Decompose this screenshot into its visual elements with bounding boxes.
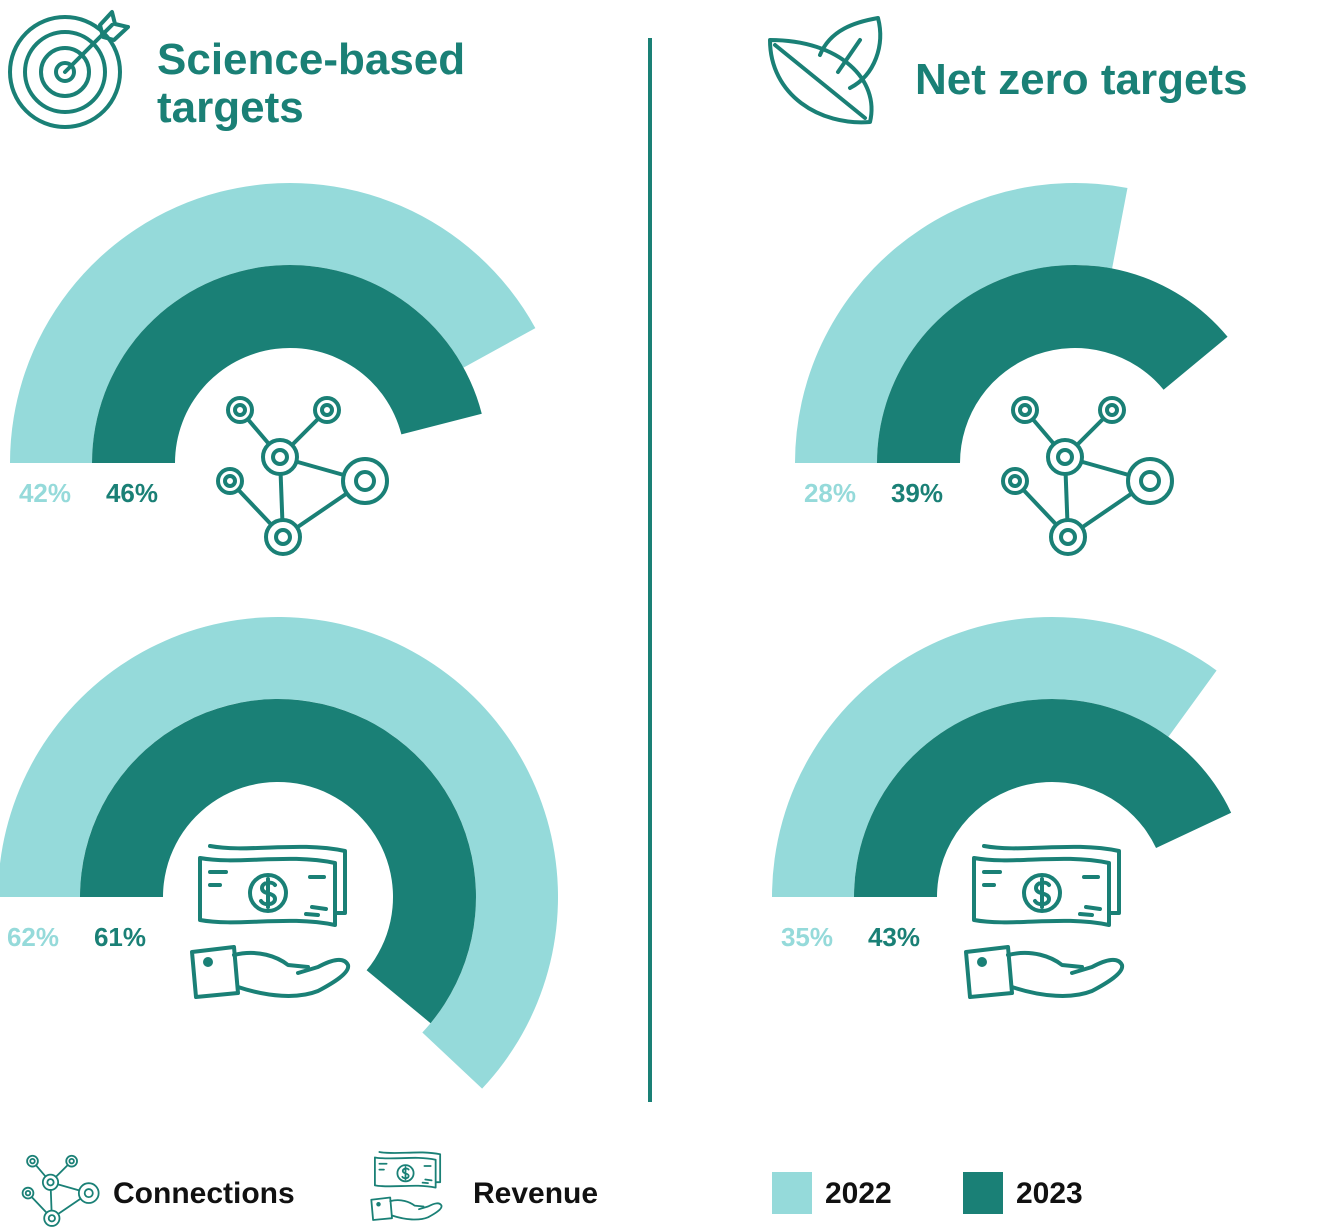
value-label: 62% xyxy=(7,922,59,952)
panel-title: Science-based targets xyxy=(157,35,466,132)
revenue-icon xyxy=(964,844,1125,999)
radial-bar xyxy=(80,699,476,1024)
legend-swatch xyxy=(963,1172,1003,1214)
value-label: 46% xyxy=(106,478,158,508)
legend-label: Connections xyxy=(113,1177,295,1210)
legend-label: Revenue xyxy=(473,1177,598,1210)
legend-swatch xyxy=(772,1172,812,1214)
value-label: 42% xyxy=(19,478,71,508)
radial-bar xyxy=(0,617,558,1089)
value-label: 28% xyxy=(804,478,856,508)
radial-bar xyxy=(772,617,1217,897)
value-label: 39% xyxy=(891,478,943,508)
target-icon xyxy=(8,10,130,129)
radial-bar xyxy=(10,183,536,464)
connections-icon xyxy=(1001,396,1174,556)
value-label: 61% xyxy=(94,922,146,952)
radial-bar xyxy=(854,698,1232,897)
legend-label: 2023 xyxy=(1016,1177,1083,1210)
connections-legend-icon xyxy=(21,1154,100,1227)
revenue-legend-icon xyxy=(370,1151,443,1221)
value-label: 35% xyxy=(781,922,833,952)
leaf-icon xyxy=(768,16,883,125)
value-label: 43% xyxy=(868,922,920,952)
radial-bar xyxy=(92,264,482,463)
radial-bar xyxy=(795,182,1128,464)
radial-bar xyxy=(877,265,1228,463)
connections-icon xyxy=(216,396,389,556)
revenue-icon xyxy=(190,844,351,999)
legend-label: 2022 xyxy=(825,1177,892,1210)
panel-title: Net zero targets xyxy=(915,55,1248,104)
